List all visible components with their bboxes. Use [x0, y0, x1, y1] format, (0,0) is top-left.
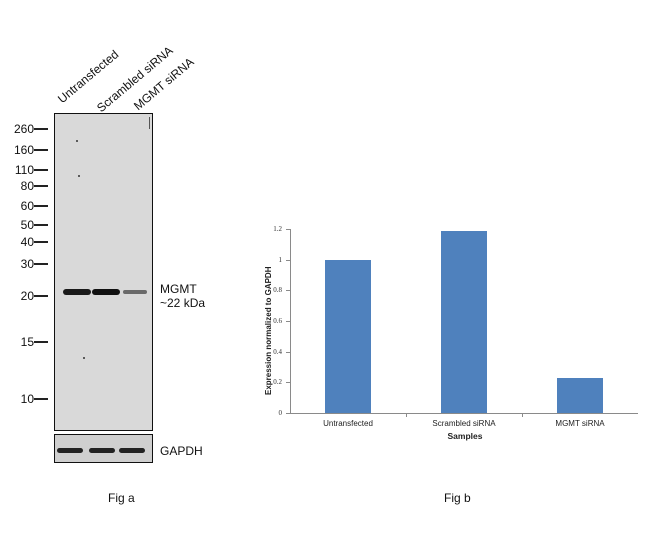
- y-tick: [286, 290, 290, 292]
- bar-mgmt-sirna: [557, 377, 603, 413]
- y-tick-label: 1.2: [273, 225, 282, 233]
- y-tick-label: 0: [278, 409, 283, 417]
- marker-tick: [34, 169, 48, 171]
- loading-control-label: GAPDH: [160, 444, 203, 458]
- y-tick-label: 0.4: [273, 347, 282, 356]
- blot-speck: [83, 357, 85, 359]
- blot-membrane-gapdh: [54, 434, 153, 463]
- bar-scrambled-sirna: [441, 230, 487, 413]
- x-tick: [406, 413, 407, 417]
- target-protein-label: MGMT: [160, 282, 197, 296]
- band-mgmt-untransfected: [63, 289, 91, 295]
- y-tick-label: 1: [278, 255, 283, 264]
- blot-artifact: [149, 117, 150, 129]
- marker-tick: [34, 341, 48, 343]
- marker-tick: [34, 398, 48, 400]
- marker-15: 15: [0, 335, 48, 353]
- y-tick-label: 0.6: [273, 317, 282, 325]
- x-tick: [522, 413, 523, 417]
- x-category-label: Scrambled siRNA: [432, 419, 496, 428]
- marker-60: 60: [0, 199, 48, 217]
- marker-tick: [34, 149, 48, 151]
- x-category-label: Untransfected: [323, 419, 373, 428]
- marker-30: 30: [0, 257, 48, 275]
- x-axis-line: [290, 413, 638, 414]
- y-tick-label: 0.2: [273, 378, 282, 387]
- marker-tick: [34, 128, 48, 130]
- marker-label: 20: [20, 289, 34, 303]
- y-tick: [286, 321, 290, 322]
- y-tick: [286, 229, 290, 230]
- marker-20: 20: [0, 289, 48, 307]
- blot-speck: [76, 140, 78, 142]
- y-tick: [286, 382, 290, 384]
- marker-label: 80: [20, 179, 34, 193]
- marker-80: 80: [0, 179, 48, 197]
- marker-tick: [34, 185, 48, 187]
- marker-label: 10: [20, 392, 34, 406]
- marker-label: 260: [13, 122, 34, 136]
- marker-label: 160: [13, 143, 34, 157]
- y-tick: [286, 413, 290, 414]
- fig-b-caption: Fig b: [444, 491, 471, 505]
- marker-label: 110: [14, 163, 34, 177]
- blot-membrane-main: [54, 113, 153, 431]
- marker-260: 260: [0, 122, 48, 140]
- marker-label: 30: [20, 257, 34, 271]
- x-axis-title: Samples: [447, 431, 483, 441]
- band-gapdh-untransfected: [57, 448, 83, 453]
- fig-a-caption: Fig a: [108, 491, 135, 505]
- marker-tick: [34, 263, 48, 265]
- marker-50: 50: [0, 218, 48, 236]
- x-category-label: MGMT siRNA: [555, 419, 605, 428]
- marker-160: 160: [0, 143, 48, 161]
- y-tick: [286, 351, 290, 353]
- marker-110: 110: [0, 163, 48, 181]
- bar-untransfected: [325, 259, 371, 413]
- chart-plot-area: 0 0.2 0.4 0.6 0.8 1 1.2 Untransfected Scrambled…: [273, 225, 638, 441]
- marker-tick: [34, 224, 48, 226]
- marker-label: 15: [20, 335, 34, 349]
- marker-tick: [34, 295, 48, 297]
- y-tick: [286, 259, 290, 261]
- y-axis-line: [290, 229, 291, 413]
- marker-10: 10: [0, 392, 48, 410]
- marker-tick: [34, 205, 48, 207]
- y-tick-label: 0.8: [273, 286, 282, 295]
- band-mgmt-scrambled: [92, 289, 120, 295]
- blot-speck: [78, 175, 80, 177]
- marker-label: 50: [20, 218, 34, 232]
- band-mgmt-sirna: [123, 290, 147, 294]
- target-size-label: ~22 kDa: [160, 296, 206, 310]
- marker-40: 40: [0, 235, 48, 253]
- marker-label: 60: [20, 199, 34, 213]
- marker-label: 40: [20, 235, 34, 249]
- marker-tick: [34, 241, 48, 243]
- band-gapdh-mgmt-sirna: [119, 448, 145, 453]
- band-gapdh-scrambled: [89, 448, 115, 453]
